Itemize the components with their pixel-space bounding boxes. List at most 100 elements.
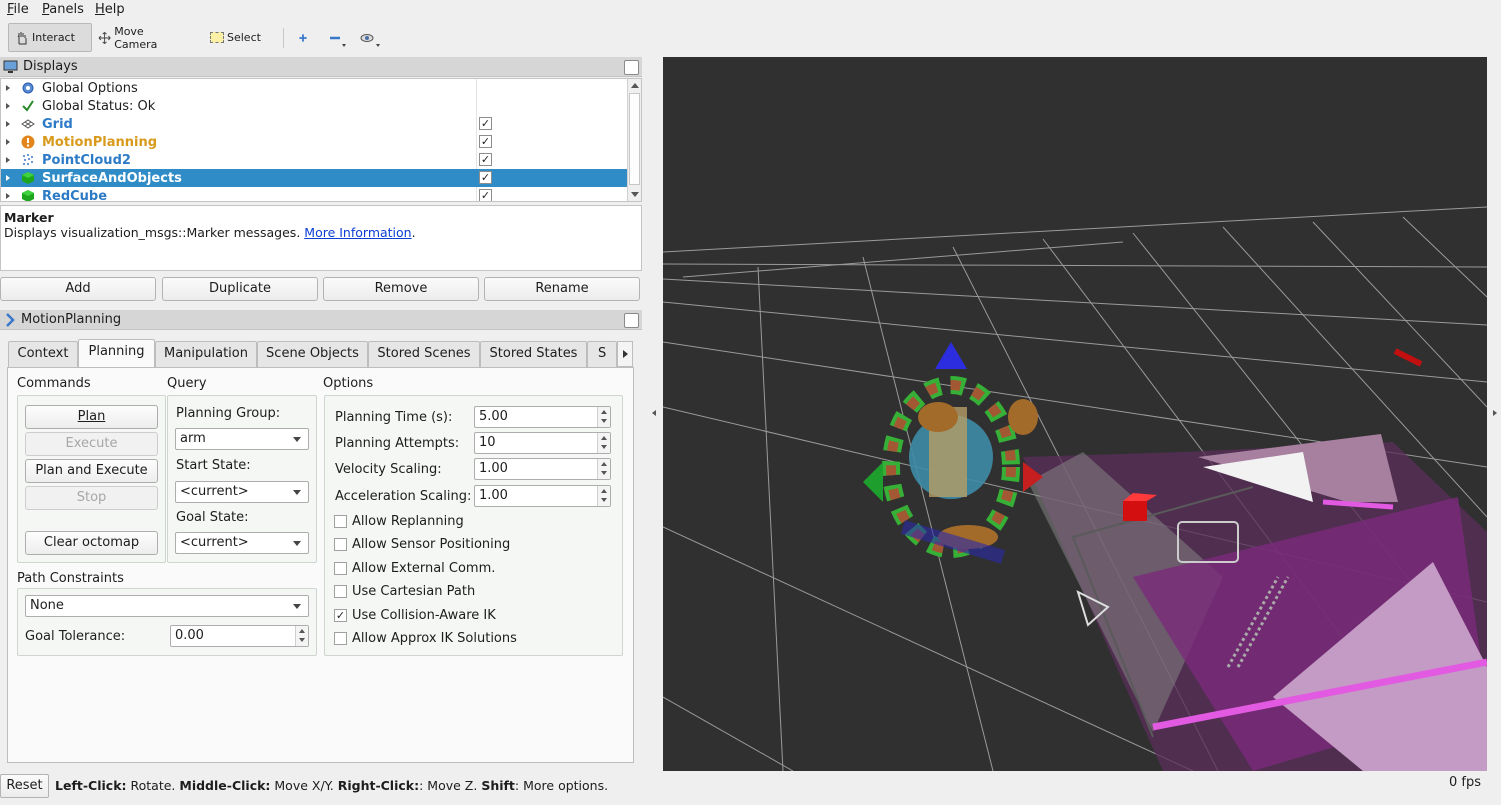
displays-tree[interactable]: Global Options Global Status: Ok Grid ✓ Moti… [0, 78, 642, 202]
plan-and-execute-button[interactable]: Plan and Execute [25, 459, 158, 483]
expand-arrow-icon[interactable] [6, 175, 10, 181]
scrollbar-thumb[interactable] [629, 93, 640, 185]
display-enabled-checkbox[interactable]: ✓ [479, 117, 492, 130]
motion-planning-undock-button[interactable] [624, 313, 639, 328]
tab-manipulation[interactable]: Manipulation [155, 341, 257, 367]
use-collision-aware-ik-checkbox[interactable]: ✓ Use Collision-Aware IK [334, 606, 496, 624]
duplicate-display-button[interactable]: Duplicate [162, 277, 318, 301]
allow-replanning-checkbox[interactable]: Allow Replanning [334, 512, 464, 530]
stop-button[interactable]: Stop [25, 486, 158, 510]
grid-icon [21, 119, 35, 129]
checkbox-box[interactable] [334, 514, 347, 528]
robot-arm-with-markers [863, 342, 1043, 564]
cube-icon [22, 172, 34, 184]
planning-attempts-spinbox[interactable]: 10 [474, 432, 611, 454]
remove-display-button[interactable]: Remove [323, 277, 479, 301]
checkbox-box[interactable] [334, 631, 347, 645]
checkbox-box[interactable] [334, 584, 347, 598]
fps-counter: 0 fps [1449, 775, 1482, 790]
pointcloud-icon [23, 154, 33, 165]
start-state-label: Start State: [176, 458, 251, 473]
tab-scene-objects[interactable]: Scene Objects [257, 341, 368, 367]
checkmark-icon[interactable]: ✓ [334, 608, 347, 622]
move-camera-tool-button[interactable]: Move Camera [92, 23, 192, 52]
display-item-surfaceandobjects[interactable]: SurfaceAndObjects ✓ [1, 169, 628, 187]
rename-display-button[interactable]: Rename [484, 277, 640, 301]
display-item-redcube[interactable]: RedCube ✓ [1, 187, 628, 202]
more-information-link[interactable]: More Information [304, 225, 412, 240]
collapse-right-icon[interactable] [1493, 410, 1497, 416]
checkbox-box[interactable] [334, 561, 347, 575]
display-enabled-checkbox[interactable]: ✓ [479, 189, 492, 202]
view-tool-button[interactable] [354, 23, 382, 52]
chevron-down-icon [293, 541, 301, 546]
right-splitter[interactable] [1489, 57, 1501, 771]
execute-button[interactable]: Execute [25, 432, 158, 456]
mouse-hint: Left-Click: Rotate. Middle-Click: Move X… [55, 778, 608, 793]
displays-undock-button[interactable] [624, 60, 639, 75]
add-tool-button[interactable] [292, 23, 314, 52]
tab-stored-states[interactable]: Stored States [480, 341, 587, 367]
spin-buttons[interactable] [597, 407, 610, 427]
planning-time-spinbox[interactable]: 5.00 [474, 406, 611, 428]
acceleration-scaling-spinbox[interactable]: 1.00 [474, 485, 611, 507]
tab-truncated[interactable]: S [587, 341, 617, 367]
path-constraints-select[interactable]: None [25, 595, 309, 617]
tab-context[interactable]: Context [8, 341, 78, 367]
menu-file[interactable]: File [7, 2, 29, 17]
velocity-scaling-spinbox[interactable]: 1.00 [474, 458, 611, 480]
planning-group-select[interactable]: arm [175, 428, 309, 450]
display-item-pointcloud2[interactable]: PointCloud2 ✓ [1, 151, 628, 169]
spin-down-icon [299, 638, 305, 642]
allow-external-comm-checkbox[interactable]: Allow External Comm. [334, 559, 495, 577]
remove-tool-button[interactable] [322, 23, 348, 52]
select-tool-button[interactable]: Select [204, 23, 274, 52]
menu-help[interactable]: Help [95, 2, 125, 17]
spin-buttons[interactable] [597, 433, 610, 453]
spin-buttons[interactable] [295, 626, 308, 646]
allow-sensor-positioning-checkbox[interactable]: Allow Sensor Positioning [334, 535, 510, 553]
display-item-grid[interactable]: Grid ✓ [1, 115, 628, 133]
red-cube [1123, 493, 1157, 521]
display-enabled-checkbox[interactable]: ✓ [479, 153, 492, 166]
display-item-motionplanning[interactable]: MotionPlanning ✓ [1, 133, 628, 151]
3d-render-viewport[interactable] [663, 57, 1487, 771]
expand-arrow-icon[interactable] [6, 139, 10, 145]
spin-down-icon [601, 498, 607, 502]
spin-buttons[interactable] [597, 486, 610, 506]
scene-render[interactable] [663, 57, 1487, 771]
tab-scroll-right-button[interactable] [617, 341, 633, 367]
expand-arrow-icon[interactable] [6, 157, 10, 163]
display-enabled-checkbox[interactable]: ✓ [479, 135, 492, 148]
tab-stored-scenes[interactable]: Stored Scenes [368, 341, 480, 367]
column-divider [476, 79, 477, 201]
menu-panels[interactable]: Panels [42, 2, 84, 17]
planning-time-value: 5.00 [479, 409, 508, 424]
spin-buttons[interactable] [597, 459, 610, 479]
checkbox-box[interactable] [334, 537, 347, 551]
clear-octomap-button[interactable]: Clear octomap [25, 531, 158, 555]
collapse-left-icon[interactable] [652, 410, 656, 416]
use-cartesian-path-checkbox[interactable]: Use Cartesian Path [334, 582, 475, 600]
display-enabled-checkbox[interactable]: ✓ [479, 171, 492, 184]
goal-state-select[interactable]: <current> [175, 532, 309, 554]
interact-tool-button[interactable]: Interact [8, 23, 92, 52]
expand-arrow-icon[interactable] [6, 193, 10, 199]
expand-arrow-icon[interactable] [6, 121, 10, 127]
goal-tolerance-spinbox[interactable]: 0.00 [170, 625, 309, 647]
allow-approx-ik-checkbox[interactable]: Allow Approx IK Solutions [334, 629, 517, 647]
displays-scrollbar[interactable] [627, 79, 641, 201]
display-item-global-status-ok[interactable]: Global Status: Ok [1, 97, 628, 115]
tab-planning[interactable]: Planning [78, 339, 155, 368]
expand-arrow-icon[interactable] [6, 103, 10, 109]
plan-button[interactable]: Plan [25, 405, 158, 429]
spin-up-icon [299, 629, 305, 633]
expand-arrow-icon[interactable] [6, 85, 10, 91]
interact-label: Interact [32, 31, 75, 44]
display-item-global-options[interactable]: Global Options [1, 79, 628, 97]
reset-button[interactable]: Reset [0, 774, 49, 798]
add-display-button[interactable]: Add [0, 277, 156, 301]
display-item-label: RedCube [42, 188, 108, 202]
start-state-select[interactable]: <current> [175, 481, 309, 503]
left-splitter[interactable] [648, 57, 660, 771]
